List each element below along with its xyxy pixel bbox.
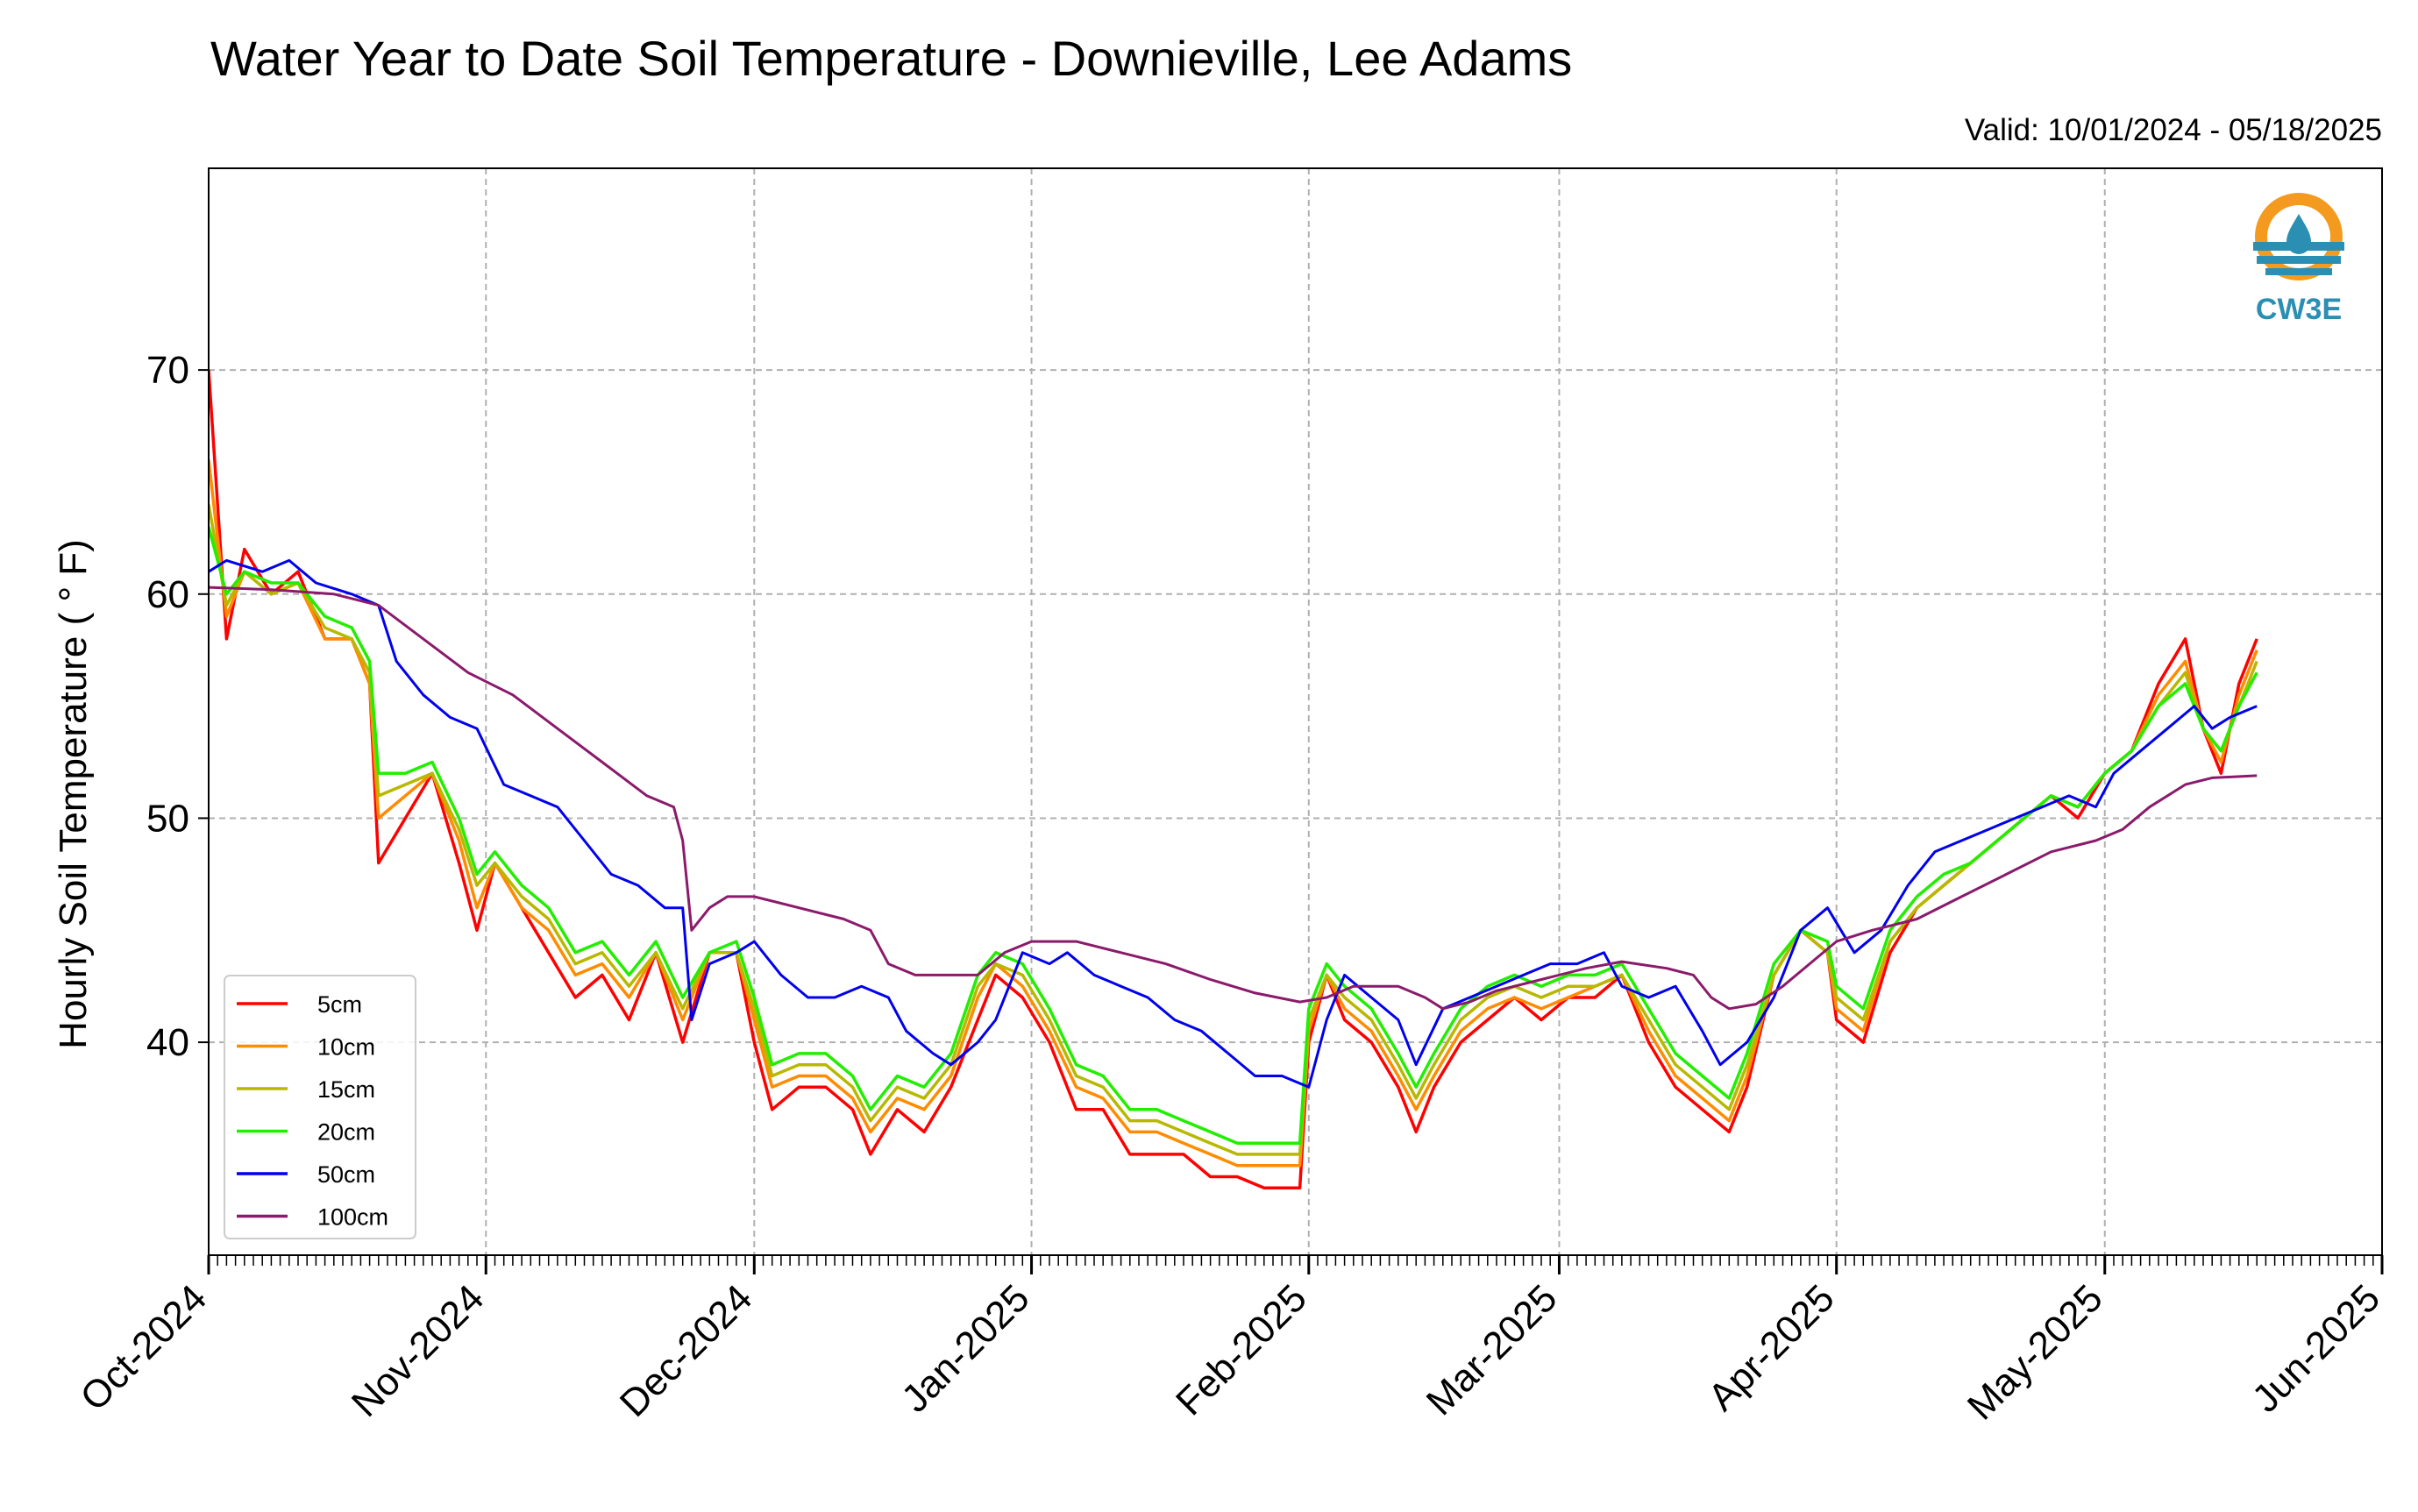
x-tick-label: Nov-2024 xyxy=(344,1276,493,1425)
cw3e-logo: CW3E xyxy=(2253,193,2344,326)
x-tick-label: Mar-2025 xyxy=(1419,1276,1566,1423)
x-tick-label: Jun-2025 xyxy=(2244,1276,2388,1420)
x-tick-label: Dec-2024 xyxy=(612,1276,761,1425)
plot-frame xyxy=(208,167,2383,1256)
x-tick-label: May-2025 xyxy=(1959,1276,2111,1428)
y-tick-label: 70 xyxy=(146,349,189,392)
y-tick-label: 60 xyxy=(146,573,189,616)
logo-text: CW3E xyxy=(2256,293,2342,326)
series-line-5cm xyxy=(209,369,2258,1190)
legend-label-20cm: 20cm xyxy=(317,1119,375,1146)
legend-label-100cm: 100cm xyxy=(317,1204,388,1231)
x-tick-label: Feb-2025 xyxy=(1168,1276,1315,1423)
legend-label-50cm: 50cm xyxy=(317,1161,375,1188)
x-minor-ticks xyxy=(208,1255,2383,1266)
y-axis-label: Hourly Soil Temperature ( ° F) xyxy=(52,539,95,1049)
legend: 5cm 10cm 15cm 20cm 50cm 100cm xyxy=(224,975,416,1239)
chart-title: Water Year to Date Soil Temperature - Do… xyxy=(210,31,1572,86)
chart-subtitle: Valid: 10/01/2024 - 05/18/2025 xyxy=(1965,113,2382,147)
x-tick-label: Oct-2024 xyxy=(72,1276,215,1419)
x-tick-label: Apr-2025 xyxy=(1700,1276,1843,1419)
series-line-10cm xyxy=(209,459,2258,1168)
legend-label-10cm: 10cm xyxy=(317,1034,375,1061)
series-line-15cm xyxy=(209,504,2258,1156)
legend-label-15cm: 15cm xyxy=(317,1076,375,1103)
series-line-50cm xyxy=(209,558,2258,1089)
y-tick-label: 50 xyxy=(146,797,189,840)
logo-drop-icon xyxy=(2286,214,2311,254)
axis-ticks: 40 50 60 70 Oct-2024 Nov-2024 Dec-2024 Jan-2025… xyxy=(72,349,2388,1428)
series-layer xyxy=(209,369,2258,1190)
series-line-20cm xyxy=(209,526,2258,1145)
series-line-100cm xyxy=(209,586,2258,1011)
legend-label-5cm: 5cm xyxy=(317,991,362,1018)
y-tick-label: 40 xyxy=(146,1021,189,1064)
x-tick-label: Jan-2025 xyxy=(893,1276,1037,1420)
